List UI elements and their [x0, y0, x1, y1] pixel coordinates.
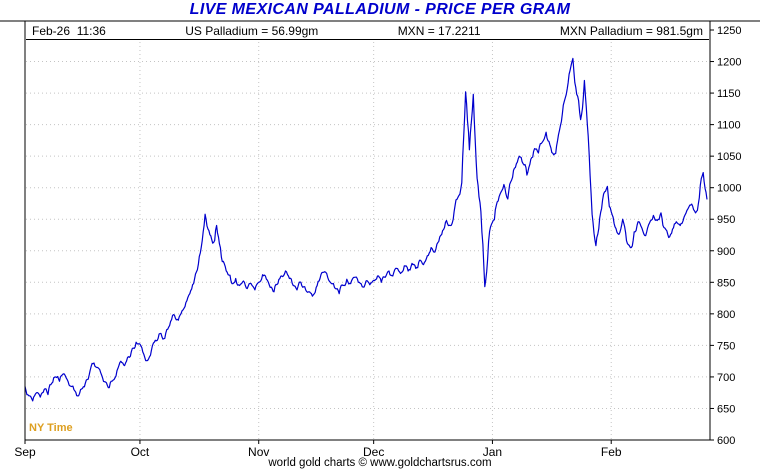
y-tick-label: 600 — [717, 435, 735, 447]
y-tick-label: 1150 — [717, 88, 741, 100]
chart-header-band: Feb-26 11:36 US Palladium = 56.99gm MXN … — [26, 22, 709, 40]
y-tick-label: 1050 — [717, 151, 741, 163]
chart-title: LIVE MEXICAN PALLADIUM - PRICE PER GRAM — [189, 1, 571, 18]
x-tick-label: Nov — [248, 445, 269, 459]
footer-credit: world gold charts © www.goldchartsrus.co… — [268, 457, 492, 469]
y-tick-label: 950 — [717, 214, 735, 226]
x-tick-label: Dec — [363, 445, 384, 459]
y-tick-label: 1000 — [717, 183, 741, 195]
mxn-rate-value: MXN = 17.2211 — [397, 23, 481, 38]
timestamp-label: Feb-26 11:36 — [32, 23, 106, 38]
price-line — [24, 57, 708, 402]
y-tick-label: 1200 — [717, 57, 741, 69]
x-tick-label: Feb — [601, 445, 622, 459]
y-tick-label: 850 — [717, 277, 735, 289]
y-tick-label: 650 — [717, 403, 735, 415]
y-tick-label: 1100 — [717, 120, 741, 132]
mxn-palladium-value: MXN Palladium = 981.5gm — [559, 23, 703, 38]
ny-time-label: NY Time — [29, 422, 73, 434]
y-tick-label: 800 — [717, 309, 735, 321]
chart-frame — [24, 20, 711, 441]
y-tick-label: 900 — [717, 246, 735, 258]
us-palladium-value: US Palladium = 56.99gm — [185, 23, 319, 38]
y-tick-label: 700 — [717, 372, 735, 384]
y-tick-label: 750 — [717, 340, 735, 352]
x-tick-label: Sep — [14, 445, 36, 459]
x-tick-label: Jan — [483, 445, 502, 459]
x-tick-label: Oct — [131, 445, 150, 459]
y-tick-label: 1250 — [717, 25, 741, 37]
